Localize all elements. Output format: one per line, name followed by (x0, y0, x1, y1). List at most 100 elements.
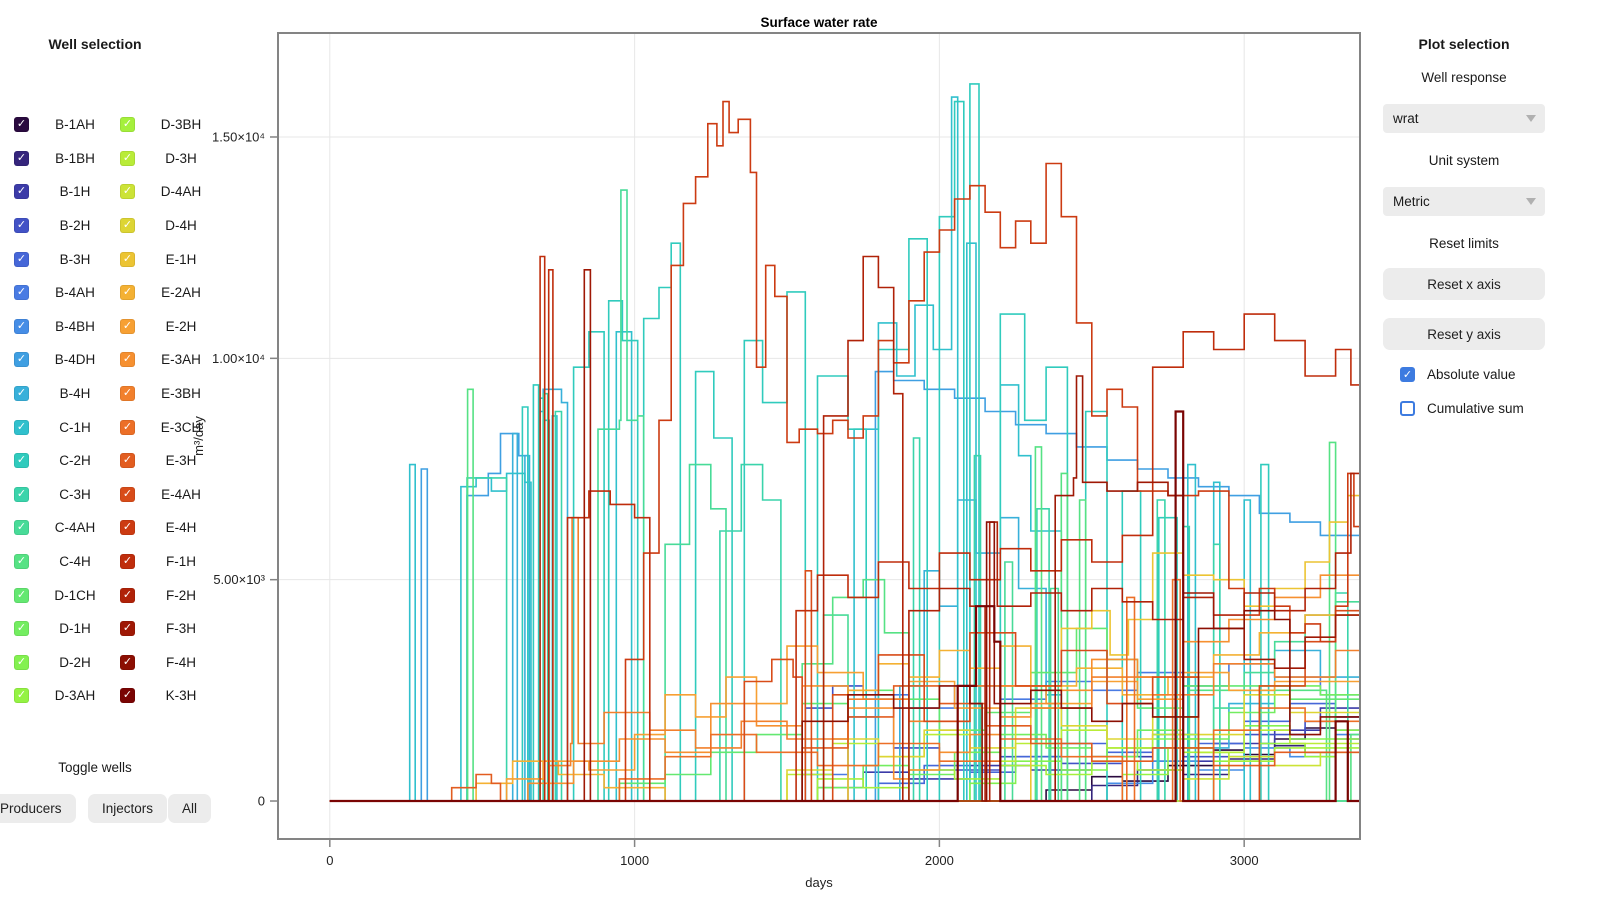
well-response-label: Well response (1421, 70, 1507, 85)
well-label: D-4AH (160, 184, 202, 200)
well-label: B-3H (59, 251, 91, 267)
well-checkbox[interactable]: ✓ (120, 486, 135, 502)
series-line-D-2H (329, 725, 1360, 802)
all-button[interactable]: All (168, 794, 212, 823)
chart-title: Surface water rate (760, 15, 878, 30)
well-label: F-2H (166, 587, 196, 603)
well-label: E-2H (165, 318, 197, 334)
producers-button[interactable]: Producers (0, 794, 76, 823)
well-label: D-3AH (54, 688, 96, 704)
well-checkbox[interactable]: ✓ (14, 318, 29, 334)
y-tick-label: 1.50×10⁴ (212, 129, 265, 144)
well-label: E-3H (165, 453, 197, 469)
y-axis-label: m³/day (191, 416, 206, 456)
toggle-wells-label: Toggle wells (58, 760, 132, 775)
well-checkbox[interactable]: ✓ (14, 621, 29, 637)
well-label: F-4H (166, 654, 196, 670)
series-line-B-4AH (329, 663, 1360, 802)
well-checkbox[interactable]: ✓ (120, 554, 135, 570)
series-line-E-2H (329, 645, 1360, 802)
well-checkbox[interactable]: ✓ (120, 184, 135, 200)
well-checkbox[interactable]: ✓ (120, 251, 135, 267)
well-checkbox[interactable]: ✓ (14, 486, 29, 502)
well-checkbox[interactable]: ✓ (14, 184, 29, 200)
well-checkbox[interactable]: ✓ (14, 352, 29, 368)
well-checkbox[interactable]: ✓ (120, 688, 135, 704)
injectors-button[interactable]: Injectors (88, 794, 168, 823)
well-response-select[interactable]: wrat (1383, 104, 1545, 133)
well-checkbox[interactable]: ✓ (120, 150, 135, 166)
well-checkbox[interactable]: ✓ (120, 318, 135, 334)
y-tick-label: 5.00×10³ (213, 572, 265, 587)
series-line-C-2H (329, 83, 1360, 802)
well-label: E-3CH (160, 419, 202, 435)
well-checkbox[interactable]: ✓ (14, 419, 29, 435)
well-checkbox[interactable]: ✓ (14, 453, 29, 469)
well-checkbox[interactable]: ✓ (120, 218, 135, 234)
cumulative-sum-checkbox[interactable] (1400, 401, 1415, 416)
well-label: B-1AH (55, 117, 95, 133)
chart-canvas[interactable]: Surface water rate 0 1000 2000 3000 0 5.00×10³… (190, 10, 1410, 890)
well-checkbox[interactable]: ✓ (120, 352, 135, 368)
well-label: D-1CH (54, 587, 96, 603)
reset-y-axis-button[interactable]: Reset y axis (1383, 318, 1545, 350)
series-line-F-2H (329, 255, 1360, 802)
well-label: C-1H (59, 419, 91, 435)
well-selection-panel: Well selection ✓ B-1AH ✓ D-3BH ✓ B-1BH ✓ D-3H ✓ B… (0, 0, 276, 900)
well-label: F-3H (166, 621, 196, 637)
well-label: C-2H (59, 453, 91, 469)
well-label: D-3BH (160, 117, 202, 133)
well-checkbox[interactable]: ✓ (14, 117, 29, 133)
well-checkbox[interactable]: ✓ (14, 554, 29, 570)
x-tick-label: 0 (326, 853, 333, 868)
well-label: B-1H (59, 184, 91, 200)
well-checkbox[interactable]: ✓ (120, 520, 135, 536)
chevron-down-icon (1526, 198, 1536, 205)
reset-x-axis-button[interactable]: Reset x axis (1383, 268, 1545, 300)
well-label: C-4AH (54, 520, 96, 536)
well-checkbox[interactable]: ✓ (14, 150, 29, 166)
chart-area: Surface water rate 0 1000 2000 3000 0 5.00×10³… (190, 10, 1410, 890)
series-line-E-4H (329, 100, 1360, 802)
well-response-value: wrat (1393, 111, 1419, 126)
well-label: B-4BH (55, 318, 95, 334)
absolute-value-checkbox[interactable]: ✓ (1400, 367, 1415, 382)
well-checkbox[interactable]: ✓ (120, 621, 135, 637)
well-selection-title: Well selection (48, 36, 142, 52)
well-checkbox[interactable]: ✓ (120, 453, 135, 469)
well-checkbox[interactable]: ✓ (14, 688, 29, 704)
well-label: D-2H (59, 654, 91, 670)
series-line-D-4AH (329, 751, 1360, 802)
plot-selection-title: Plot selection (1418, 36, 1510, 52)
well-checkbox[interactable]: ✓ (120, 419, 135, 435)
unit-system-select[interactable]: Metric (1383, 187, 1545, 216)
well-label: C-4H (59, 554, 91, 570)
series-line-E-3H (329, 685, 1360, 802)
series-line-E-2AH (329, 614, 1360, 802)
well-checkbox[interactable]: ✓ (14, 520, 29, 536)
series-line-E-1H (329, 494, 1360, 802)
well-label: F-1H (166, 554, 196, 570)
well-checkbox[interactable]: ✓ (14, 587, 29, 603)
well-checkbox[interactable]: ✓ (120, 386, 135, 402)
chevron-down-icon (1526, 115, 1536, 122)
well-checkbox[interactable]: ✓ (14, 251, 29, 267)
well-checkbox[interactable]: ✓ (120, 117, 135, 133)
unit-system-value: Metric (1393, 194, 1430, 209)
well-checkbox[interactable]: ✓ (14, 654, 29, 670)
series-line-D-1H (329, 672, 1360, 802)
series-line-K-3H (329, 410, 1360, 803)
well-label: E-3BH (161, 386, 201, 402)
series-line-F-4H (329, 521, 1360, 802)
well-checkbox[interactable]: ✓ (120, 654, 135, 670)
well-checkbox[interactable]: ✓ (14, 285, 29, 301)
y-tick-label: 1.00×10⁴ (212, 351, 265, 366)
plot-border (277, 32, 1361, 840)
well-checkbox[interactable]: ✓ (14, 218, 29, 234)
well-checkbox[interactable]: ✓ (120, 587, 135, 603)
plot-selection-panel: Plot selection Well response wrat Unit s… (1372, 0, 1600, 900)
well-checkbox[interactable]: ✓ (120, 285, 135, 301)
well-checkbox[interactable]: ✓ (14, 386, 29, 402)
well-label: E-3AH (161, 352, 201, 368)
